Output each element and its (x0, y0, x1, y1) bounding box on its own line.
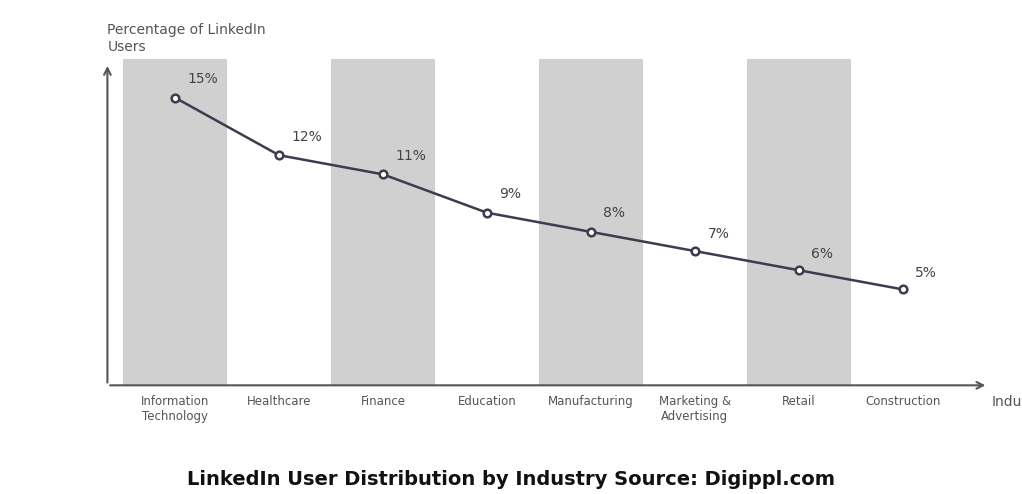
Bar (331, 59, 435, 385)
Text: 12%: 12% (291, 129, 322, 144)
Text: Industry: Industry (991, 395, 1022, 409)
Text: Percentage of LinkedIn
Users: Percentage of LinkedIn Users (107, 23, 266, 53)
Text: 9%: 9% (500, 187, 521, 201)
Text: 7%: 7% (707, 227, 730, 242)
Bar (747, 59, 851, 385)
Text: 15%: 15% (187, 72, 219, 86)
Text: LinkedIn User Distribution by Industry Source: Digippl.com: LinkedIn User Distribution by Industry S… (187, 470, 835, 489)
Text: 11%: 11% (396, 149, 426, 163)
Text: 6%: 6% (811, 247, 833, 261)
Text: 5%: 5% (916, 266, 937, 280)
Text: 8%: 8% (603, 206, 625, 220)
Bar (539, 59, 643, 385)
Bar (123, 59, 227, 385)
